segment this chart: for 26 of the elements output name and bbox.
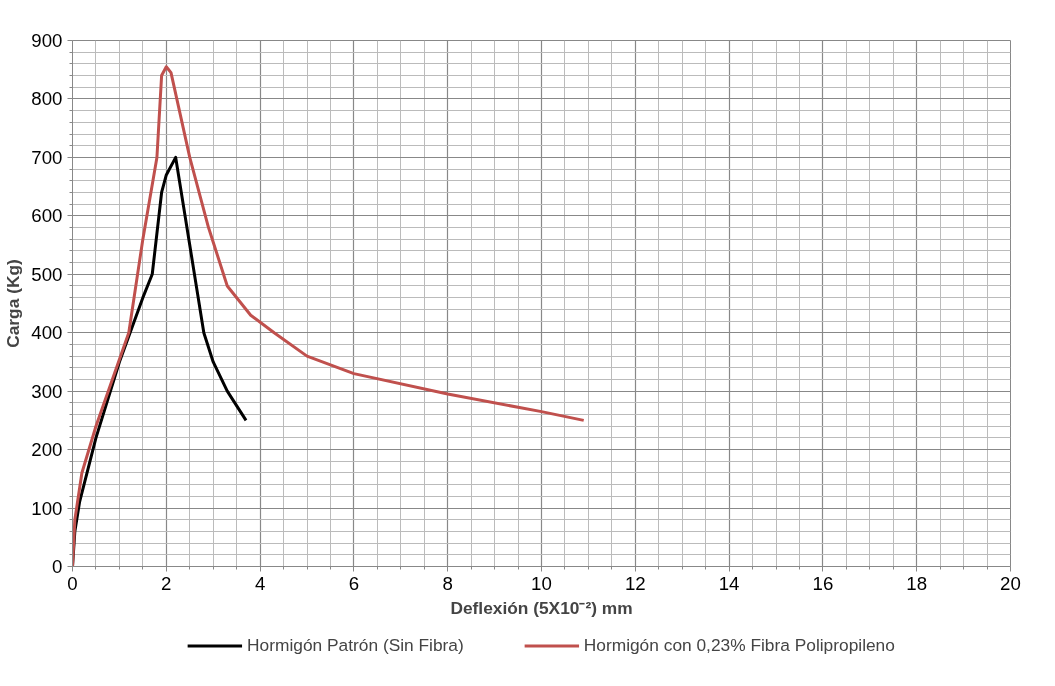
x-tick-label: 6 bbox=[348, 572, 360, 594]
y-tick-label: 300 bbox=[31, 380, 63, 402]
line-series bbox=[72, 65, 586, 567]
x-tick-label: 18 bbox=[906, 572, 928, 594]
y-tick-label: 400 bbox=[31, 322, 63, 344]
y-axis-title: Carga (Kg) bbox=[3, 259, 24, 348]
x-tick-label: 20 bbox=[1000, 572, 1021, 594]
x-tick-label: 10 bbox=[531, 572, 552, 594]
y-tick-label: 900 bbox=[31, 30, 63, 51]
x-tick-label: 16 bbox=[812, 572, 834, 594]
x-tick-label: 14 bbox=[718, 572, 740, 594]
x-tick-label: 4 bbox=[254, 572, 266, 594]
y-tick-label: 100 bbox=[31, 497, 63, 519]
x-tick-label: 12 bbox=[624, 572, 646, 594]
x-tick-label: 2 bbox=[161, 572, 172, 594]
legend-label: Hormigón con 0,23% Fibra Polipropileno bbox=[583, 634, 895, 656]
x-axis-title: Deflexión (5X10⁻²) mm bbox=[450, 597, 633, 618]
y-tick-label: 200 bbox=[31, 439, 63, 461]
x-tick-label: 8 bbox=[442, 572, 453, 594]
y-tick-label: 600 bbox=[31, 205, 63, 227]
y-tick-label: 500 bbox=[31, 263, 63, 285]
y-tick-label: 800 bbox=[31, 88, 63, 110]
y-tick-label: 0 bbox=[52, 556, 63, 577]
legend-label: Hormigón Patrón (Sin Fibra) bbox=[247, 634, 464, 656]
x-tick-label: 0 bbox=[67, 572, 78, 594]
y-tick-label: 700 bbox=[31, 146, 63, 168]
